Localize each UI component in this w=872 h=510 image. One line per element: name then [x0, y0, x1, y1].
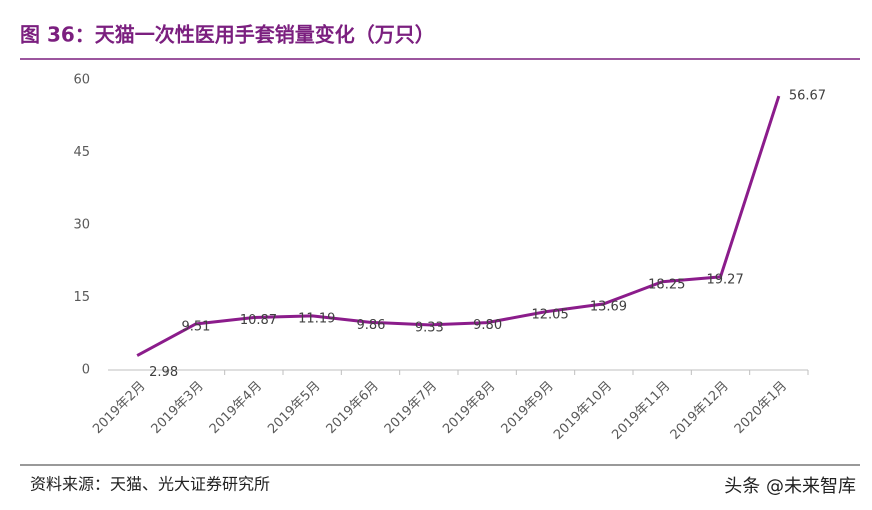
- chart-title: 图 36：天猫一次性医用手套销量变化（万只）: [20, 23, 435, 47]
- value-label: 18.25: [648, 277, 685, 292]
- x-tick-label: 2019年9月: [499, 379, 557, 437]
- y-tick-label: 60: [73, 73, 90, 88]
- x-tick-label: 2019年5月: [265, 379, 323, 437]
- value-label: 9.80: [473, 318, 502, 333]
- source-note: 资料来源：天猫、光大证券研究所: [30, 475, 270, 494]
- value-label: 12.05: [532, 307, 569, 322]
- x-tick-label: 2019年4月: [207, 379, 265, 437]
- x-tick-label: 2019年2月: [90, 379, 148, 437]
- line: [136, 95, 781, 357]
- x-tick-label: 2019年3月: [149, 379, 207, 437]
- value-label: 9.33: [415, 320, 444, 335]
- value-label: 13.69: [590, 299, 627, 314]
- x-tick-label: 2019年12月: [668, 379, 732, 443]
- y-tick-label: 15: [73, 290, 90, 305]
- value-label: 9.86: [357, 318, 386, 333]
- y-tick-label: 45: [73, 145, 90, 160]
- value-label: 10.87: [240, 313, 277, 328]
- y-tick-label: 0: [82, 363, 90, 378]
- value-label: 56.67: [789, 89, 826, 104]
- value-label: 2.98: [149, 365, 178, 380]
- x-tick-label: 2019年8月: [440, 379, 498, 437]
- value-label: 19.27: [707, 272, 744, 287]
- watermark: 头条 @未来智库: [724, 476, 856, 497]
- x-tick-label: 2020年1月: [732, 379, 790, 437]
- y-tick-label: 30: [73, 218, 90, 233]
- x-tick-label: 2019年11月: [609, 379, 673, 443]
- value-label: 11.19: [298, 311, 335, 326]
- value-label: 9.51: [182, 320, 211, 335]
- x-tick-label: 2019年7月: [382, 379, 440, 437]
- x-tick-label: 2019年6月: [324, 379, 382, 437]
- x-tick-label: 2019年10月: [551, 379, 615, 443]
